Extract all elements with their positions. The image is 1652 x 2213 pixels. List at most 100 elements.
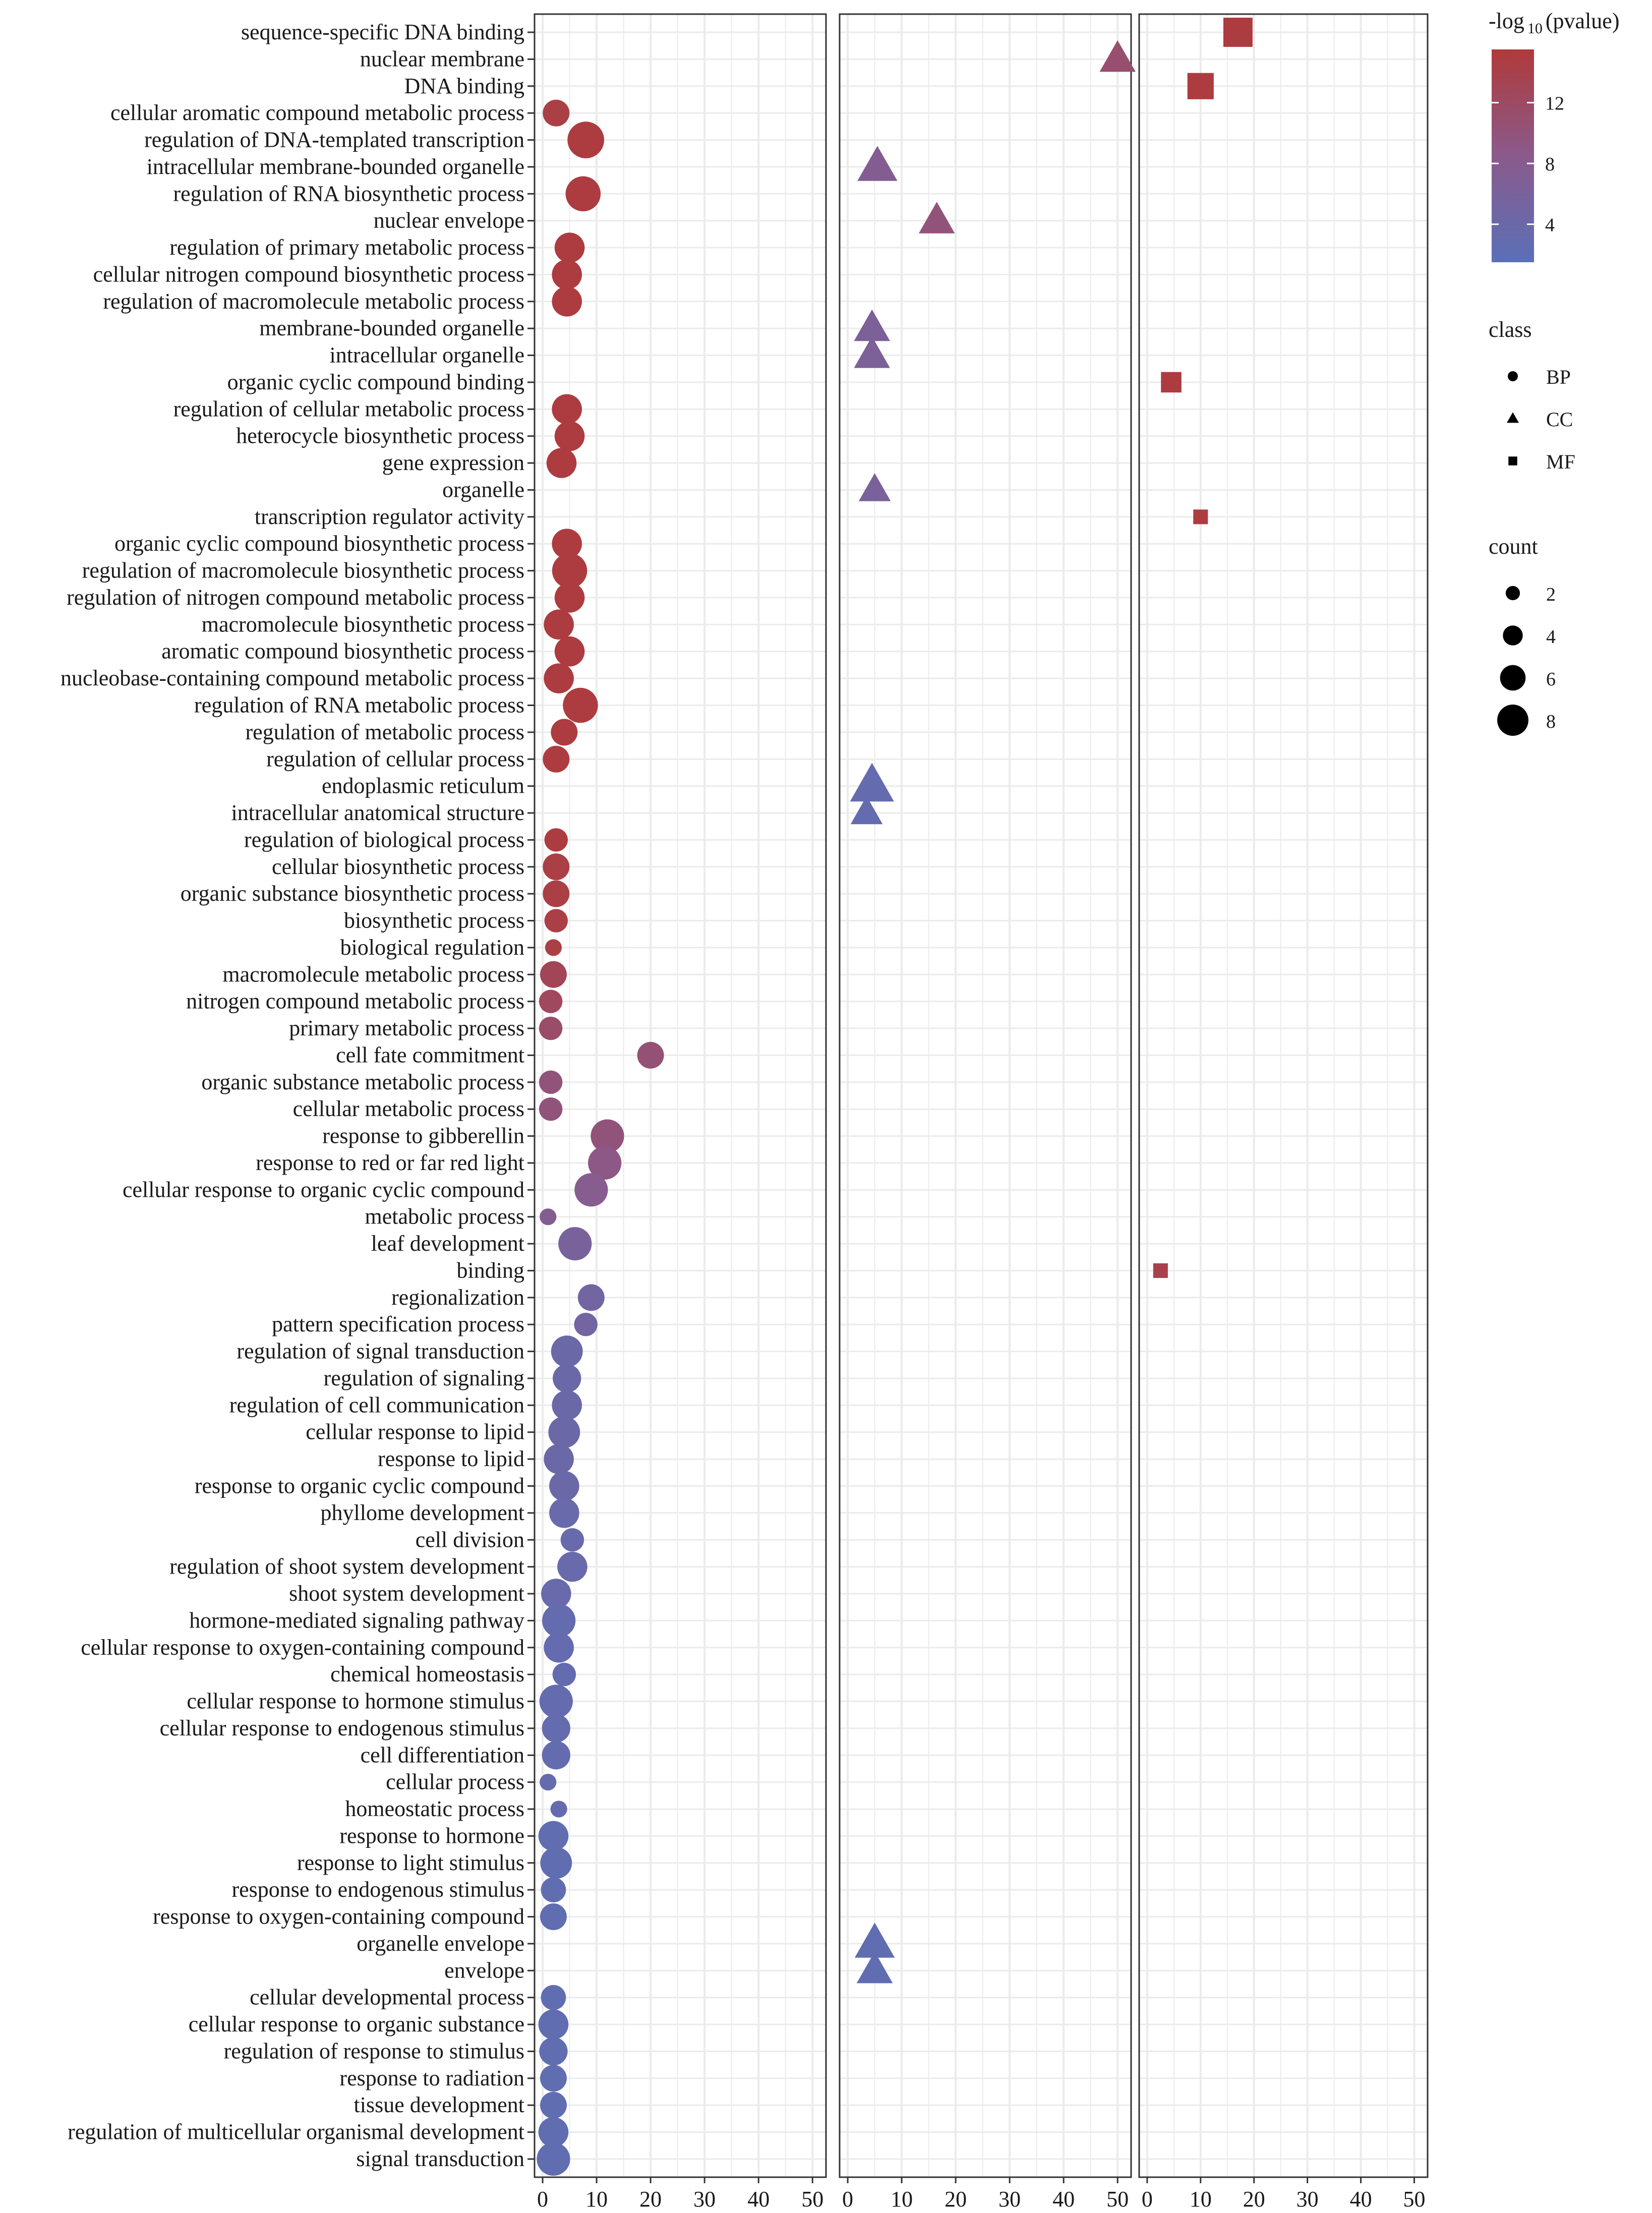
point-cc <box>850 763 894 802</box>
y-tick-label: organic substance metabolic process <box>201 1070 524 1094</box>
point-bp <box>554 232 585 263</box>
point-bp <box>554 636 585 667</box>
point-bp <box>539 1016 563 1040</box>
x-axis-ticks: 0 10 20 30 40 50 0 10 20 30 40 50 0 10 20 30 40 50 <box>537 2177 1426 2211</box>
color-legend-tick: 8 <box>1545 154 1555 175</box>
point-mf <box>1187 73 1214 99</box>
point-bp <box>550 1800 567 1818</box>
class-legend-key-cc <box>1507 412 1519 423</box>
y-tick-label: cellular response to organic cyclic comp… <box>123 1177 524 1202</box>
y-tick-label: macromolecule metabolic process <box>222 962 524 986</box>
y-tick-label: regulation of macromolecule metabolic pr… <box>103 289 524 314</box>
class-legend-label: BP <box>1546 366 1571 388</box>
x-tick-label: 50 <box>1403 2187 1426 2210</box>
point-bp <box>540 1774 557 1791</box>
point-bp <box>552 553 587 589</box>
count-legend-label: 8 <box>1546 711 1556 732</box>
y-tick-label: cellular response to endogenous stimulus <box>160 1716 524 1740</box>
point-cc <box>1099 40 1136 72</box>
class-legend-label: MF <box>1546 450 1575 473</box>
y-tick-label: cellular metabolic process <box>293 1096 524 1121</box>
panel-frame-cc <box>839 13 1132 2178</box>
color-legend-tick: 12 <box>1545 93 1564 114</box>
y-tick-label: primary metabolic process <box>289 1016 524 1040</box>
x-tick-label: 30 <box>1296 2187 1319 2210</box>
y-tick-label: regulation of RNA biosynthetic process <box>173 181 524 206</box>
y-tick-label: regulation of signal transduction <box>237 1339 524 1364</box>
point-bp <box>563 687 598 723</box>
y-tick-label: regulation of response to stimulus <box>224 2039 524 2063</box>
point-cc <box>854 336 890 368</box>
point-mf <box>1153 1263 1168 1278</box>
x-tick-label: 20 <box>1243 2187 1265 2210</box>
y-tick-label: response to red or far red light <box>256 1150 524 1175</box>
y-tick-label: transcription regulator activity <box>255 504 524 529</box>
y-tick-label: cellular process <box>386 1770 524 1794</box>
panel-frame-mf <box>1138 13 1429 2178</box>
y-tick-label: DNA binding <box>404 74 524 98</box>
y-tick-label: sequence-specific DNA binding <box>241 20 524 44</box>
point-bp <box>540 2065 567 2092</box>
point-bp <box>544 609 574 640</box>
point-bp <box>543 880 570 907</box>
point-bp <box>543 853 570 881</box>
x-tick-label: 40 <box>1052 2187 1075 2210</box>
point-bp <box>554 583 585 613</box>
y-tick-label: biosynthetic process <box>344 908 524 933</box>
y-tick-label: regulation of primary metabolic process <box>169 235 524 260</box>
point-bp <box>552 259 582 290</box>
point-cc <box>918 202 955 234</box>
point-bp <box>546 448 577 478</box>
point-bp <box>541 1877 566 1903</box>
y-tick-label: nucleobase-containing compound metabolic… <box>61 666 524 690</box>
y-tick-label: binding <box>457 1258 524 1283</box>
count-legend-title: count <box>1489 534 1538 559</box>
y-tick-label: organic cyclic compound biosynthetic pro… <box>114 531 524 556</box>
count-legend-key <box>1500 665 1526 691</box>
y-tick-label: intracellular anatomical structure <box>231 800 525 825</box>
y-tick-label: cellular biosynthetic process <box>272 854 524 879</box>
x-tick-label: 0 <box>537 2187 548 2210</box>
legends: -log 10 (pvalue) 4 8 12 class BP CC MF count 2 4 6 8 <box>1489 9 1619 736</box>
y-tick-label: cell differentiation <box>361 1742 524 1767</box>
point-bp <box>540 961 567 988</box>
point-bp <box>574 1173 608 1207</box>
y-tick-label: tissue development <box>354 2092 525 2117</box>
y-tick-label: nuclear membrane <box>360 46 524 71</box>
point-bp <box>553 1364 581 1393</box>
point-bp <box>558 1227 592 1261</box>
y-tick-label: aromatic compound biosynthetic process <box>161 639 524 664</box>
class-legend-key-mf <box>1508 456 1517 465</box>
y-tick-label: cellular response to lipid <box>306 1420 524 1444</box>
point-bp <box>543 99 570 127</box>
y-tick-label: cellular developmental process <box>250 1985 524 2010</box>
point-cc <box>854 1923 895 1958</box>
point-cc <box>854 309 890 341</box>
y-tick-label: regulation of shoot system development <box>169 1554 524 1579</box>
point-bp <box>539 1097 563 1121</box>
y-tick-label: metabolic process <box>365 1204 524 1229</box>
y-tick-label: response to radiation <box>339 2066 524 2090</box>
x-tick-label: 50 <box>1106 2187 1129 2210</box>
y-tick-label: regulation of cellular metabolic process <box>173 396 524 421</box>
y-tick-label: regulation of cellular process <box>266 746 524 771</box>
point-cc <box>858 473 891 501</box>
point-bp <box>552 1662 576 1686</box>
y-tick-label: intracellular organelle <box>330 343 524 368</box>
point-bp <box>541 1579 571 1609</box>
point-bp <box>551 1335 583 1368</box>
y-tick-label: response to lipid <box>378 1446 524 1471</box>
point-bp <box>543 745 570 773</box>
y-tick-label: regulation of RNA metabolic process <box>194 692 524 717</box>
count-legend-label: 6 <box>1546 669 1556 690</box>
y-tick-label: endoplasmic reticulum <box>322 774 524 798</box>
y-tick-label: homeostatic process <box>345 1796 524 1821</box>
point-mf <box>1193 509 1208 525</box>
point-bp <box>557 1551 587 1582</box>
point-bp <box>565 176 601 212</box>
y-tick-label: regulation of metabolic process <box>246 720 524 744</box>
y-tick-label: regulation of DNA-templated transcriptio… <box>144 128 524 152</box>
y-tick-label: nitrogen compound metabolic process <box>186 989 524 1014</box>
point-bp <box>567 122 605 158</box>
